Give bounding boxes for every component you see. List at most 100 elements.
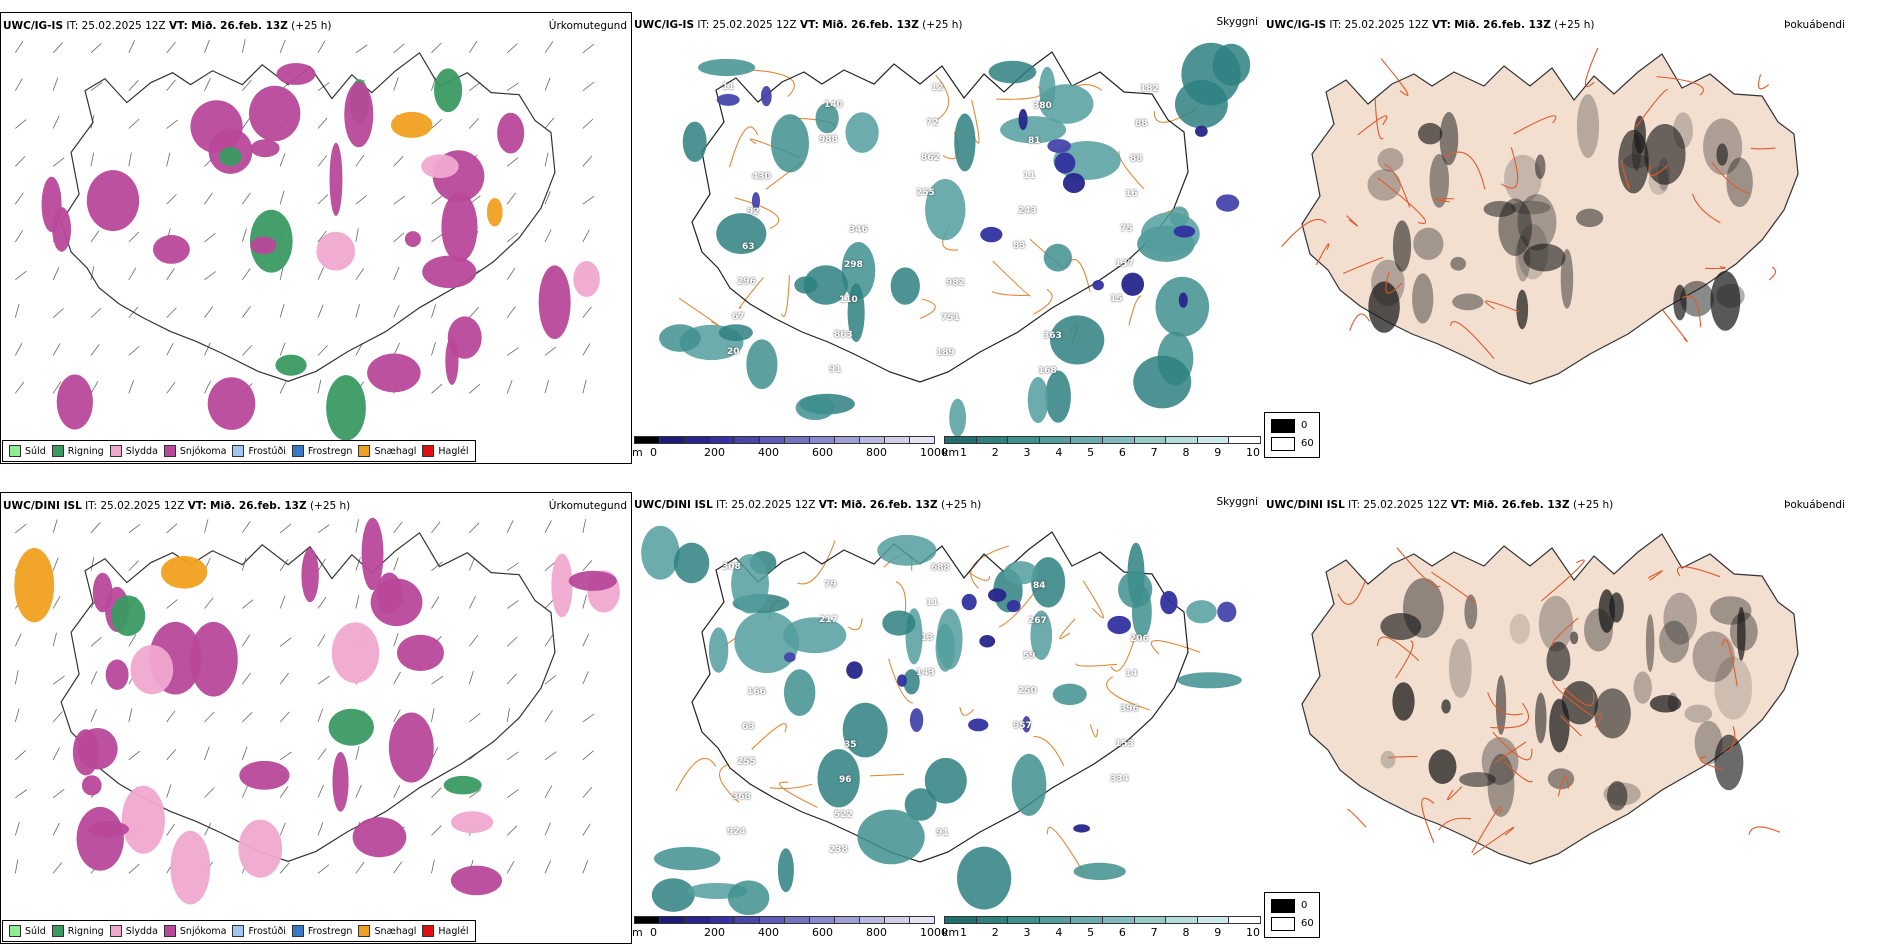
legend-label: Frostúði xyxy=(248,445,286,457)
colorbar-segment xyxy=(759,436,785,444)
legend-swatch xyxy=(163,445,176,457)
colorbar-segment xyxy=(944,916,977,924)
colorbar-segment xyxy=(884,436,910,444)
colorbar-segment xyxy=(1038,916,1072,924)
colorbar-tick: 5 xyxy=(1087,446,1095,459)
elevation-label: 522 xyxy=(834,810,853,820)
colorbar-tick: 800 xyxy=(866,926,887,939)
colorbar-segment xyxy=(784,436,810,444)
colorbar-segment xyxy=(634,436,660,444)
colorbar-tick: 0 xyxy=(650,446,657,459)
panel-type-label: Úrkomutegund xyxy=(548,500,627,512)
elevation-label: 862 xyxy=(921,153,940,163)
precip-type-legend: Súld Rigning Slydda Snjókoma Frostúði Fr… xyxy=(2,440,476,462)
legend-label: Frostregn xyxy=(307,445,353,457)
colorbar-segment xyxy=(944,436,977,444)
precip-type-panel-1: UWC/IG-IS IT: 25.02.2025 12Z VT: Mið. 26… xyxy=(0,12,632,464)
elevation-label: 863 xyxy=(834,330,853,340)
legend-item: Rigning xyxy=(51,925,104,937)
colorbar-tick: 8 xyxy=(1182,926,1190,939)
colorbar-segment xyxy=(659,916,685,924)
legend-label: Súld xyxy=(25,925,46,937)
elevation-label: 79 xyxy=(824,580,837,590)
elevation-label: 143 xyxy=(916,668,935,678)
fog-legend-white xyxy=(1271,917,1295,931)
elevation-label: 396 xyxy=(1120,704,1139,714)
colorbar-segment xyxy=(709,916,735,924)
colorbar-segment xyxy=(1196,436,1230,444)
elevation-label: 296 xyxy=(737,277,756,287)
legend-label: Snjókoma xyxy=(179,445,227,457)
elevation-label: 15 xyxy=(1110,294,1123,304)
legend-item: Frostregn xyxy=(291,445,353,457)
colorbar-tick: 1 xyxy=(960,446,967,459)
legend-item: Frostúði xyxy=(232,925,286,937)
panel-title: UWC/IG-IS IT: 25.02.2025 12Z VT: Mið. 26… xyxy=(634,19,963,31)
elevation-label: 430 xyxy=(752,172,771,182)
colorbar-segment xyxy=(659,436,685,444)
panel-type-label: Skyggni xyxy=(1216,16,1259,28)
panel-type-label: Úrkomutegund xyxy=(548,20,627,32)
elevation-label: 11 xyxy=(1023,171,1036,181)
colorbar-unit: km xyxy=(942,446,960,459)
fog-legend: 0 60 xyxy=(1264,892,1320,938)
cloud-elevation-panel-2: UWC/DINI ISL IT: 25.02.2025 12Z VT: Mið.… xyxy=(632,492,1264,944)
colorbar-segment xyxy=(909,916,935,924)
colorbar-tick: 400 xyxy=(758,926,779,939)
elevation-label: 91 xyxy=(936,828,949,838)
elevation-label: 91 xyxy=(829,365,842,375)
colorbar-tick: 9 xyxy=(1214,926,1222,939)
elevation-label: 166 xyxy=(747,687,766,697)
legend-swatch xyxy=(291,445,304,457)
legend-label: Rigning xyxy=(67,445,104,457)
legend-swatch xyxy=(9,445,21,457)
precip-type-map xyxy=(14,39,600,441)
colorbar-segment xyxy=(834,916,860,924)
legend-item: Slydda xyxy=(109,925,158,937)
colorbar-tick: 200 xyxy=(704,446,725,459)
legend-item: Snæhagl xyxy=(358,445,416,457)
colorbar-segment xyxy=(734,436,760,444)
colorbar-tick: 600 xyxy=(812,926,833,939)
precip-type-map xyxy=(14,517,620,905)
fog-map xyxy=(1281,47,1799,385)
legend-label: Snæhagl xyxy=(374,925,417,937)
colorbar-segment xyxy=(975,436,1009,444)
colorbar-segment xyxy=(1070,916,1103,924)
colorbar-segment xyxy=(809,436,835,444)
colorbar-segment xyxy=(809,916,835,924)
elevation-label: 72 xyxy=(926,118,939,128)
fog-legend-value-60: 60 xyxy=(1301,918,1314,929)
colorbar-tick: 4 xyxy=(1055,926,1063,939)
legend-swatch xyxy=(422,925,435,937)
panel-title: UWC/IG-IS IT: 25.02.2025 12Z VT: Mið. 26… xyxy=(1266,19,1595,31)
legend-swatch xyxy=(51,925,64,937)
elevation-label: 308 xyxy=(722,562,741,572)
fog-indicator-panel-1: UWC/IG-IS IT: 25.02.2025 12Z VT: Mið. 26… xyxy=(1264,12,1900,464)
elevation-colorbar: m 0 200 400 600 800 1000 xyxy=(632,436,948,464)
legend-swatch xyxy=(9,925,21,937)
colorbar-tick: 600 xyxy=(812,446,833,459)
colorbar-segment xyxy=(834,436,860,444)
colorbar-tick: 3 xyxy=(1023,446,1031,459)
colorbar-segment xyxy=(909,436,935,444)
legend-item: Snjókoma xyxy=(163,445,227,457)
elevation-label: 153 xyxy=(1115,739,1134,749)
elevation-label: 255 xyxy=(737,757,756,767)
elevation-label: 217 xyxy=(819,615,838,625)
legend-swatch xyxy=(232,445,245,457)
legend-label: Slydda xyxy=(125,445,158,457)
fog-legend-black xyxy=(1271,899,1295,913)
elevation-label: 988 xyxy=(819,135,838,145)
legend-label: Rigning xyxy=(67,925,104,937)
precip-type-panel-2: UWC/DINI ISL IT: 25.02.2025 12Z VT: Mið.… xyxy=(0,492,632,944)
elevation-label: 957 xyxy=(1013,721,1032,731)
elevation-label: 243 xyxy=(1018,206,1037,216)
elevation-label: 110 xyxy=(839,295,858,305)
ceiling-colorbar: km 1 2 3 4 5 6 7 8 9 10 xyxy=(942,436,1261,464)
colorbar-segment xyxy=(684,916,710,924)
legend-item: Súld xyxy=(9,925,46,937)
legend-label: Haglél xyxy=(438,925,469,937)
panel-type-label: Skyggni xyxy=(1216,496,1259,508)
elevation-label: 346 xyxy=(849,225,868,235)
